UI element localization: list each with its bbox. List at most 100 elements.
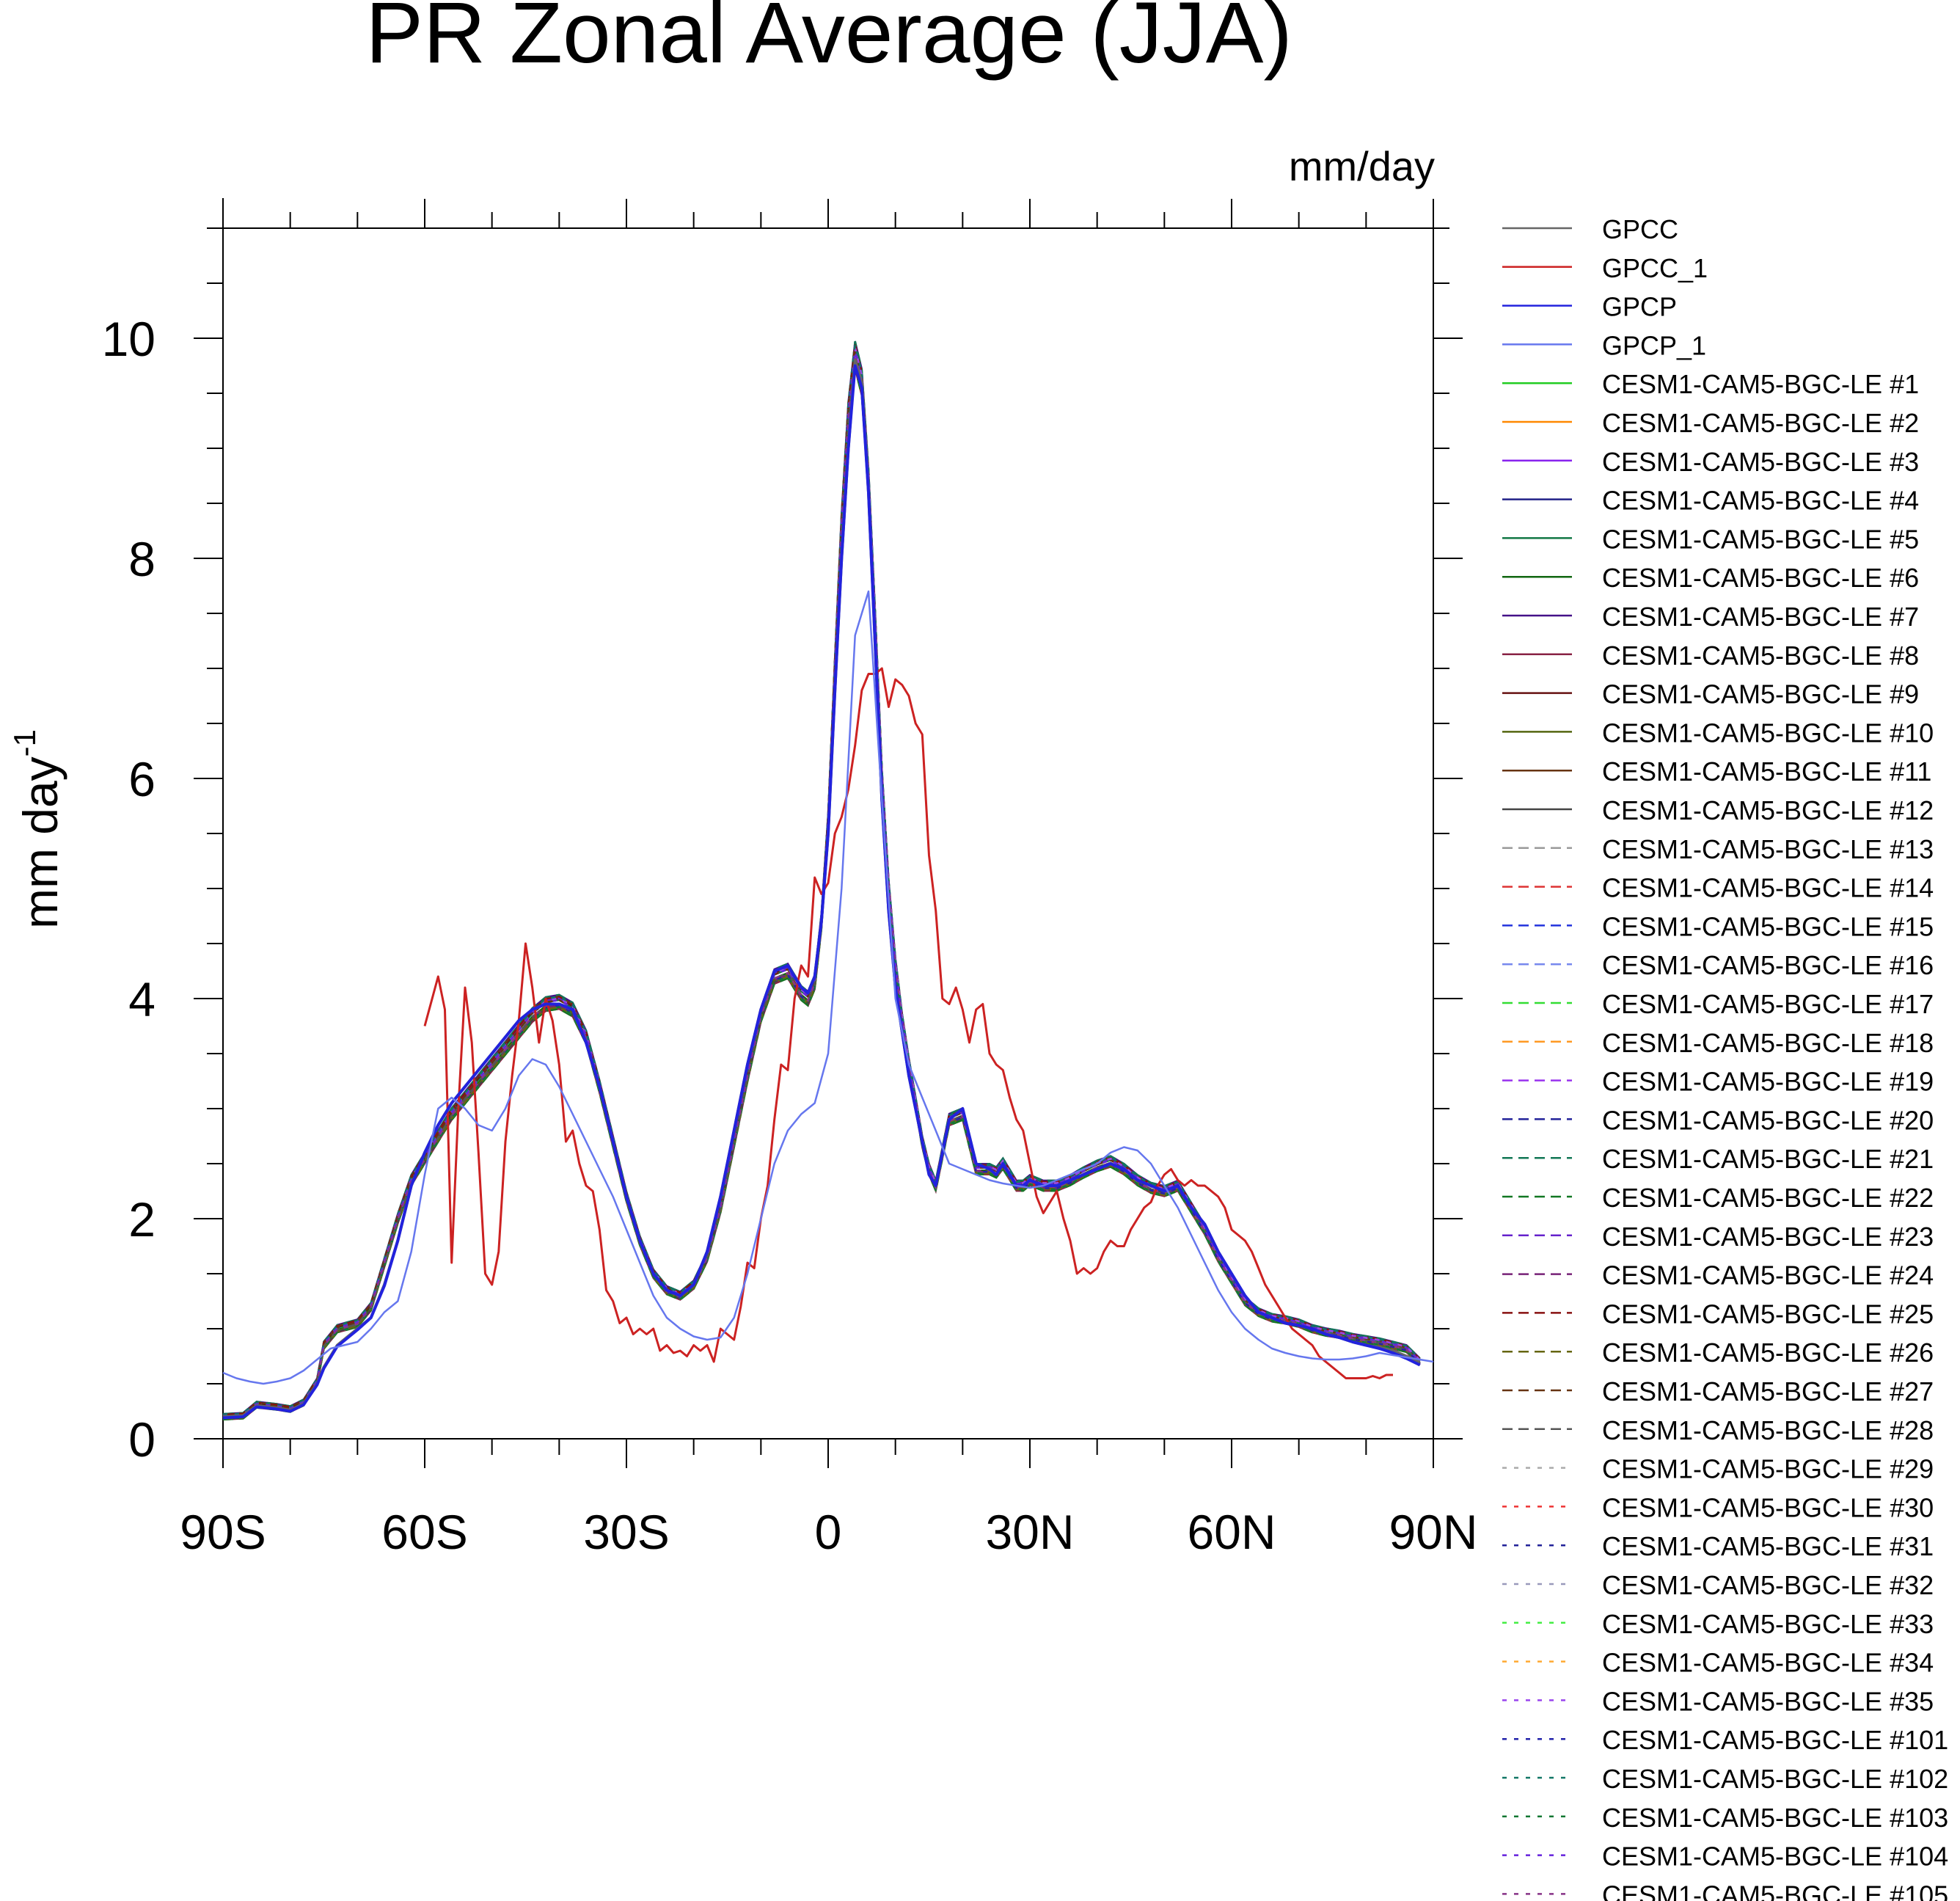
x-tick-label: 30N (985, 1505, 1074, 1559)
series-line (222, 351, 1421, 1417)
x-tick-label: 60N (1187, 1505, 1276, 1559)
series-line (222, 344, 1421, 1416)
y-axis-label: mm day-1 (7, 729, 67, 929)
legend-label: CESM1-CAM5-BGC-LE #103 (1602, 1803, 1948, 1833)
axis-ticks (194, 198, 1463, 1468)
legend-label: CESM1-CAM5-BGC-LE #4 (1602, 486, 1919, 516)
legend-label: CESM1-CAM5-BGC-LE #29 (1602, 1454, 1934, 1484)
series-line (222, 351, 1421, 1417)
legend-label: CESM1-CAM5-BGC-LE #7 (1602, 602, 1919, 632)
legend-label: CESM1-CAM5-BGC-LE #21 (1602, 1144, 1934, 1174)
legend-label: CESM1-CAM5-BGC-LE #30 (1602, 1492, 1934, 1522)
series-line (222, 357, 1421, 1419)
x-tick-label: 60S (381, 1505, 467, 1559)
series-line (222, 357, 1421, 1419)
legend-label: CESM1-CAM5-BGC-LE #13 (1602, 834, 1934, 864)
series-line (222, 361, 1421, 1420)
legend-label: CESM1-CAM5-BGC-LE #3 (1602, 447, 1919, 477)
x-tick-label: 30S (583, 1505, 669, 1559)
legend-label: CESM1-CAM5-BGC-LE #5 (1602, 524, 1919, 554)
y-tick-label: 8 (128, 532, 156, 586)
legend: GPCC GPCC_1 GPCP GPCP_1 CESM1-CAM5-BGC-LE #1… (1502, 214, 1948, 1901)
tick-labels: 90S 60S 30S 0 30N 60N 90N 0 2 4 6 8 10 (102, 312, 1478, 1559)
series-line (222, 351, 1421, 1417)
reference-series-line (222, 590, 1434, 1385)
y-tick-label: 4 (128, 972, 156, 1026)
x-tick-label: 90S (180, 1505, 266, 1559)
legend-label: GPCP (1602, 292, 1677, 322)
series-line (222, 365, 1421, 1420)
legend-label: CESM1-CAM5-BGC-LE #1 (1602, 369, 1919, 399)
y-tick-label: 0 (128, 1412, 156, 1467)
series-line (222, 361, 1421, 1420)
series-layer (222, 340, 1434, 1421)
legend-label: CESM1-CAM5-BGC-LE #19 (1602, 1067, 1934, 1097)
legend-label: CESM1-CAM5-BGC-LE #35 (1602, 1686, 1934, 1716)
y-tick-label: 6 (128, 752, 156, 806)
legend-label: CESM1-CAM5-BGC-LE #2 (1602, 408, 1919, 438)
legend-label: CESM1-CAM5-BGC-LE #18 (1602, 1028, 1934, 1058)
legend-label: GPCC_1 (1602, 253, 1708, 283)
legend-label: CESM1-CAM5-BGC-LE #105 (1602, 1880, 1948, 1901)
legend-label: CESM1-CAM5-BGC-LE #16 (1602, 950, 1934, 980)
legend-label: CESM1-CAM5-BGC-LE #32 (1602, 1570, 1934, 1600)
reference-series-line (222, 364, 1421, 1420)
reference-series-line (423, 667, 1393, 1379)
legend-label: CESM1-CAM5-BGC-LE #104 (1602, 1842, 1948, 1872)
legend-label: CESM1-CAM5-BGC-LE #31 (1602, 1531, 1934, 1561)
series-line (222, 348, 1421, 1417)
series-line (222, 344, 1421, 1416)
legend-label: CESM1-CAM5-BGC-LE #25 (1602, 1299, 1934, 1329)
legend-label: CESM1-CAM5-BGC-LE #8 (1602, 641, 1919, 671)
series-line (222, 348, 1421, 1417)
series-line (222, 351, 1421, 1417)
reference-series-line (222, 359, 1421, 1418)
legend-label: CESM1-CAM5-BGC-LE #101 (1602, 1725, 1948, 1755)
legend-label: GPCC (1602, 214, 1678, 244)
series-line (222, 351, 1421, 1417)
legend-label: CESM1-CAM5-BGC-LE #28 (1602, 1415, 1934, 1445)
units-label: mm/day (1289, 143, 1435, 189)
legend-label: CESM1-CAM5-BGC-LE #102 (1602, 1764, 1948, 1794)
y-axis-label-superscript: -1 (7, 729, 42, 756)
legend-label: CESM1-CAM5-BGC-LE #11 (1602, 756, 1931, 787)
legend-label: CESM1-CAM5-BGC-LE #17 (1602, 989, 1934, 1019)
legend-label: CESM1-CAM5-BGC-LE #15 (1602, 911, 1934, 941)
chart-title: PR Zonal Average (JJA) (365, 0, 1292, 81)
legend-label: CESM1-CAM5-BGC-LE #9 (1602, 679, 1919, 709)
y-tick-label: 2 (128, 1192, 156, 1247)
series-line (222, 348, 1421, 1417)
legend-label: CESM1-CAM5-BGC-LE #6 (1602, 563, 1919, 593)
series-line (222, 361, 1421, 1420)
legend-label: CESM1-CAM5-BGC-LE #12 (1602, 795, 1934, 825)
series-line (222, 351, 1421, 1417)
legend-label: CESM1-CAM5-BGC-LE #14 (1602, 873, 1934, 903)
legend-label: GPCP_1 (1602, 330, 1706, 360)
series-line (222, 340, 1421, 1415)
legend-label: CESM1-CAM5-BGC-LE #26 (1602, 1338, 1934, 1368)
series-line (222, 340, 1421, 1415)
series-line (222, 344, 1421, 1416)
series-line (222, 344, 1421, 1416)
svg-text:mm day-1: mm day-1 (7, 729, 67, 929)
series-line (222, 361, 1421, 1420)
y-tick-label: 10 (102, 312, 156, 366)
x-tick-label: 90N (1389, 1505, 1477, 1559)
legend-label: CESM1-CAM5-BGC-LE #22 (1602, 1183, 1934, 1213)
series-line (222, 348, 1421, 1417)
legend-label: CESM1-CAM5-BGC-LE #24 (1602, 1260, 1934, 1291)
series-line (222, 357, 1421, 1419)
legend-label: CESM1-CAM5-BGC-LE #20 (1602, 1105, 1934, 1135)
legend-label: CESM1-CAM5-BGC-LE #10 (1602, 718, 1934, 748)
legend-label: CESM1-CAM5-BGC-LE #34 (1602, 1648, 1934, 1678)
series-line (222, 357, 1421, 1419)
legend-label: CESM1-CAM5-BGC-LE #27 (1602, 1376, 1934, 1406)
x-tick-label: 0 (815, 1505, 842, 1559)
series-line (222, 361, 1421, 1420)
series-line (222, 357, 1421, 1419)
series-line (222, 344, 1421, 1416)
legend-label: CESM1-CAM5-BGC-LE #33 (1602, 1609, 1934, 1639)
legend-label: CESM1-CAM5-BGC-LE #23 (1602, 1222, 1934, 1252)
series-line (222, 348, 1421, 1417)
